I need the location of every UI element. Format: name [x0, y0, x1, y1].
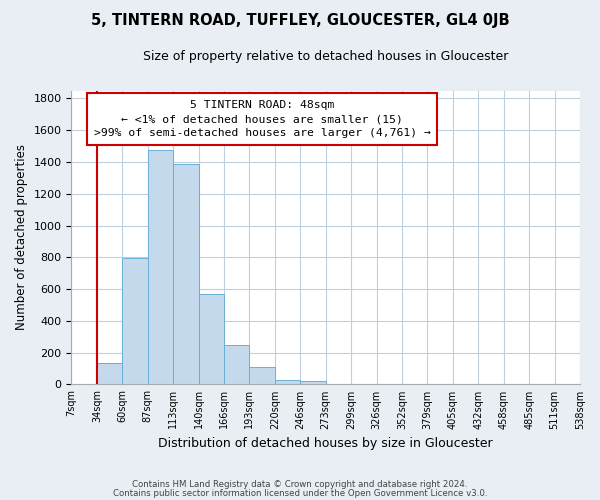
Y-axis label: Number of detached properties: Number of detached properties — [15, 144, 28, 330]
Text: 5, TINTERN ROAD, TUFFLEY, GLOUCESTER, GL4 0JB: 5, TINTERN ROAD, TUFFLEY, GLOUCESTER, GL… — [91, 12, 509, 28]
Bar — [199, 294, 224, 384]
Bar — [250, 367, 275, 384]
Bar — [148, 150, 173, 384]
Bar — [173, 164, 199, 384]
Bar — [122, 258, 148, 384]
Text: 5 TINTERN ROAD: 48sqm
← <1% of detached houses are smaller (15)
>99% of semi-det: 5 TINTERN ROAD: 48sqm ← <1% of detached … — [94, 100, 431, 138]
X-axis label: Distribution of detached houses by size in Gloucester: Distribution of detached houses by size … — [158, 437, 493, 450]
Title: Size of property relative to detached houses in Gloucester: Size of property relative to detached ho… — [143, 50, 508, 63]
Bar — [97, 363, 122, 384]
Bar — [275, 380, 300, 384]
Text: Contains public sector information licensed under the Open Government Licence v3: Contains public sector information licen… — [113, 489, 487, 498]
Bar — [224, 344, 250, 385]
Bar — [300, 382, 326, 384]
Text: Contains HM Land Registry data © Crown copyright and database right 2024.: Contains HM Land Registry data © Crown c… — [132, 480, 468, 489]
